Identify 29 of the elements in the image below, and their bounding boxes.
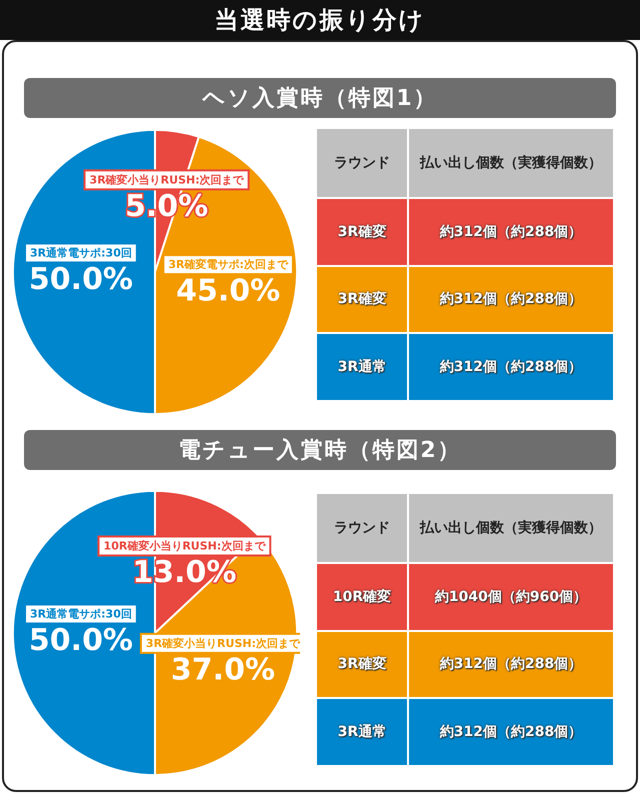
text: 払い出し個数（実獲得個数） bbox=[408, 128, 614, 198]
slice-label: 3R通常電サポ:30回 bbox=[30, 246, 132, 260]
data-label: 37.0% bbox=[170, 652, 275, 688]
text: 約1040個（約960個） bbox=[434, 588, 588, 605]
slice-label: 3R通常電サポ:30回 bbox=[30, 608, 132, 620]
data-label: 50.0% bbox=[28, 623, 133, 658]
data-label: 45.0% bbox=[176, 274, 280, 309]
text: 払い出し個数（実獲得個数） bbox=[408, 493, 614, 563]
slice-label: 3R確変小当りRUSH:次回まで bbox=[146, 636, 301, 650]
slice-label: 10R確変小当りRUSH:次回まで bbox=[104, 540, 266, 553]
slice-label: 3R確変電サポ:次回まで bbox=[168, 258, 289, 272]
text: 約312個（約288個） bbox=[440, 656, 582, 672]
text: 約312個（約288個） bbox=[440, 224, 582, 240]
category-label: 3R通常 bbox=[316, 698, 408, 766]
category-label: 3R確変 bbox=[316, 630, 408, 698]
category-label: 10R確変 bbox=[316, 563, 408, 631]
category-label: 3R確変 bbox=[316, 266, 408, 334]
text: ラウンド bbox=[316, 493, 408, 563]
category-label: 3R確変 bbox=[316, 198, 408, 266]
chart-title: 電チュー入賞時（特図2） bbox=[24, 430, 616, 470]
text: ラウンド bbox=[316, 128, 408, 198]
text: 約312個（約288個） bbox=[440, 359, 582, 376]
chart-title: 当選時の振り分け bbox=[0, 0, 640, 40]
text: 約312個（約288個） bbox=[440, 291, 582, 308]
data-label: 50.0% bbox=[28, 262, 133, 297]
category-label: 3R通常 bbox=[316, 333, 408, 401]
text: 約312個（約288個） bbox=[440, 724, 582, 740]
chart-subtitle: ヘソ入賞時（特図1） bbox=[24, 78, 616, 118]
slice-label: 3R確変小当りRUSH:次回まで bbox=[90, 173, 245, 186]
